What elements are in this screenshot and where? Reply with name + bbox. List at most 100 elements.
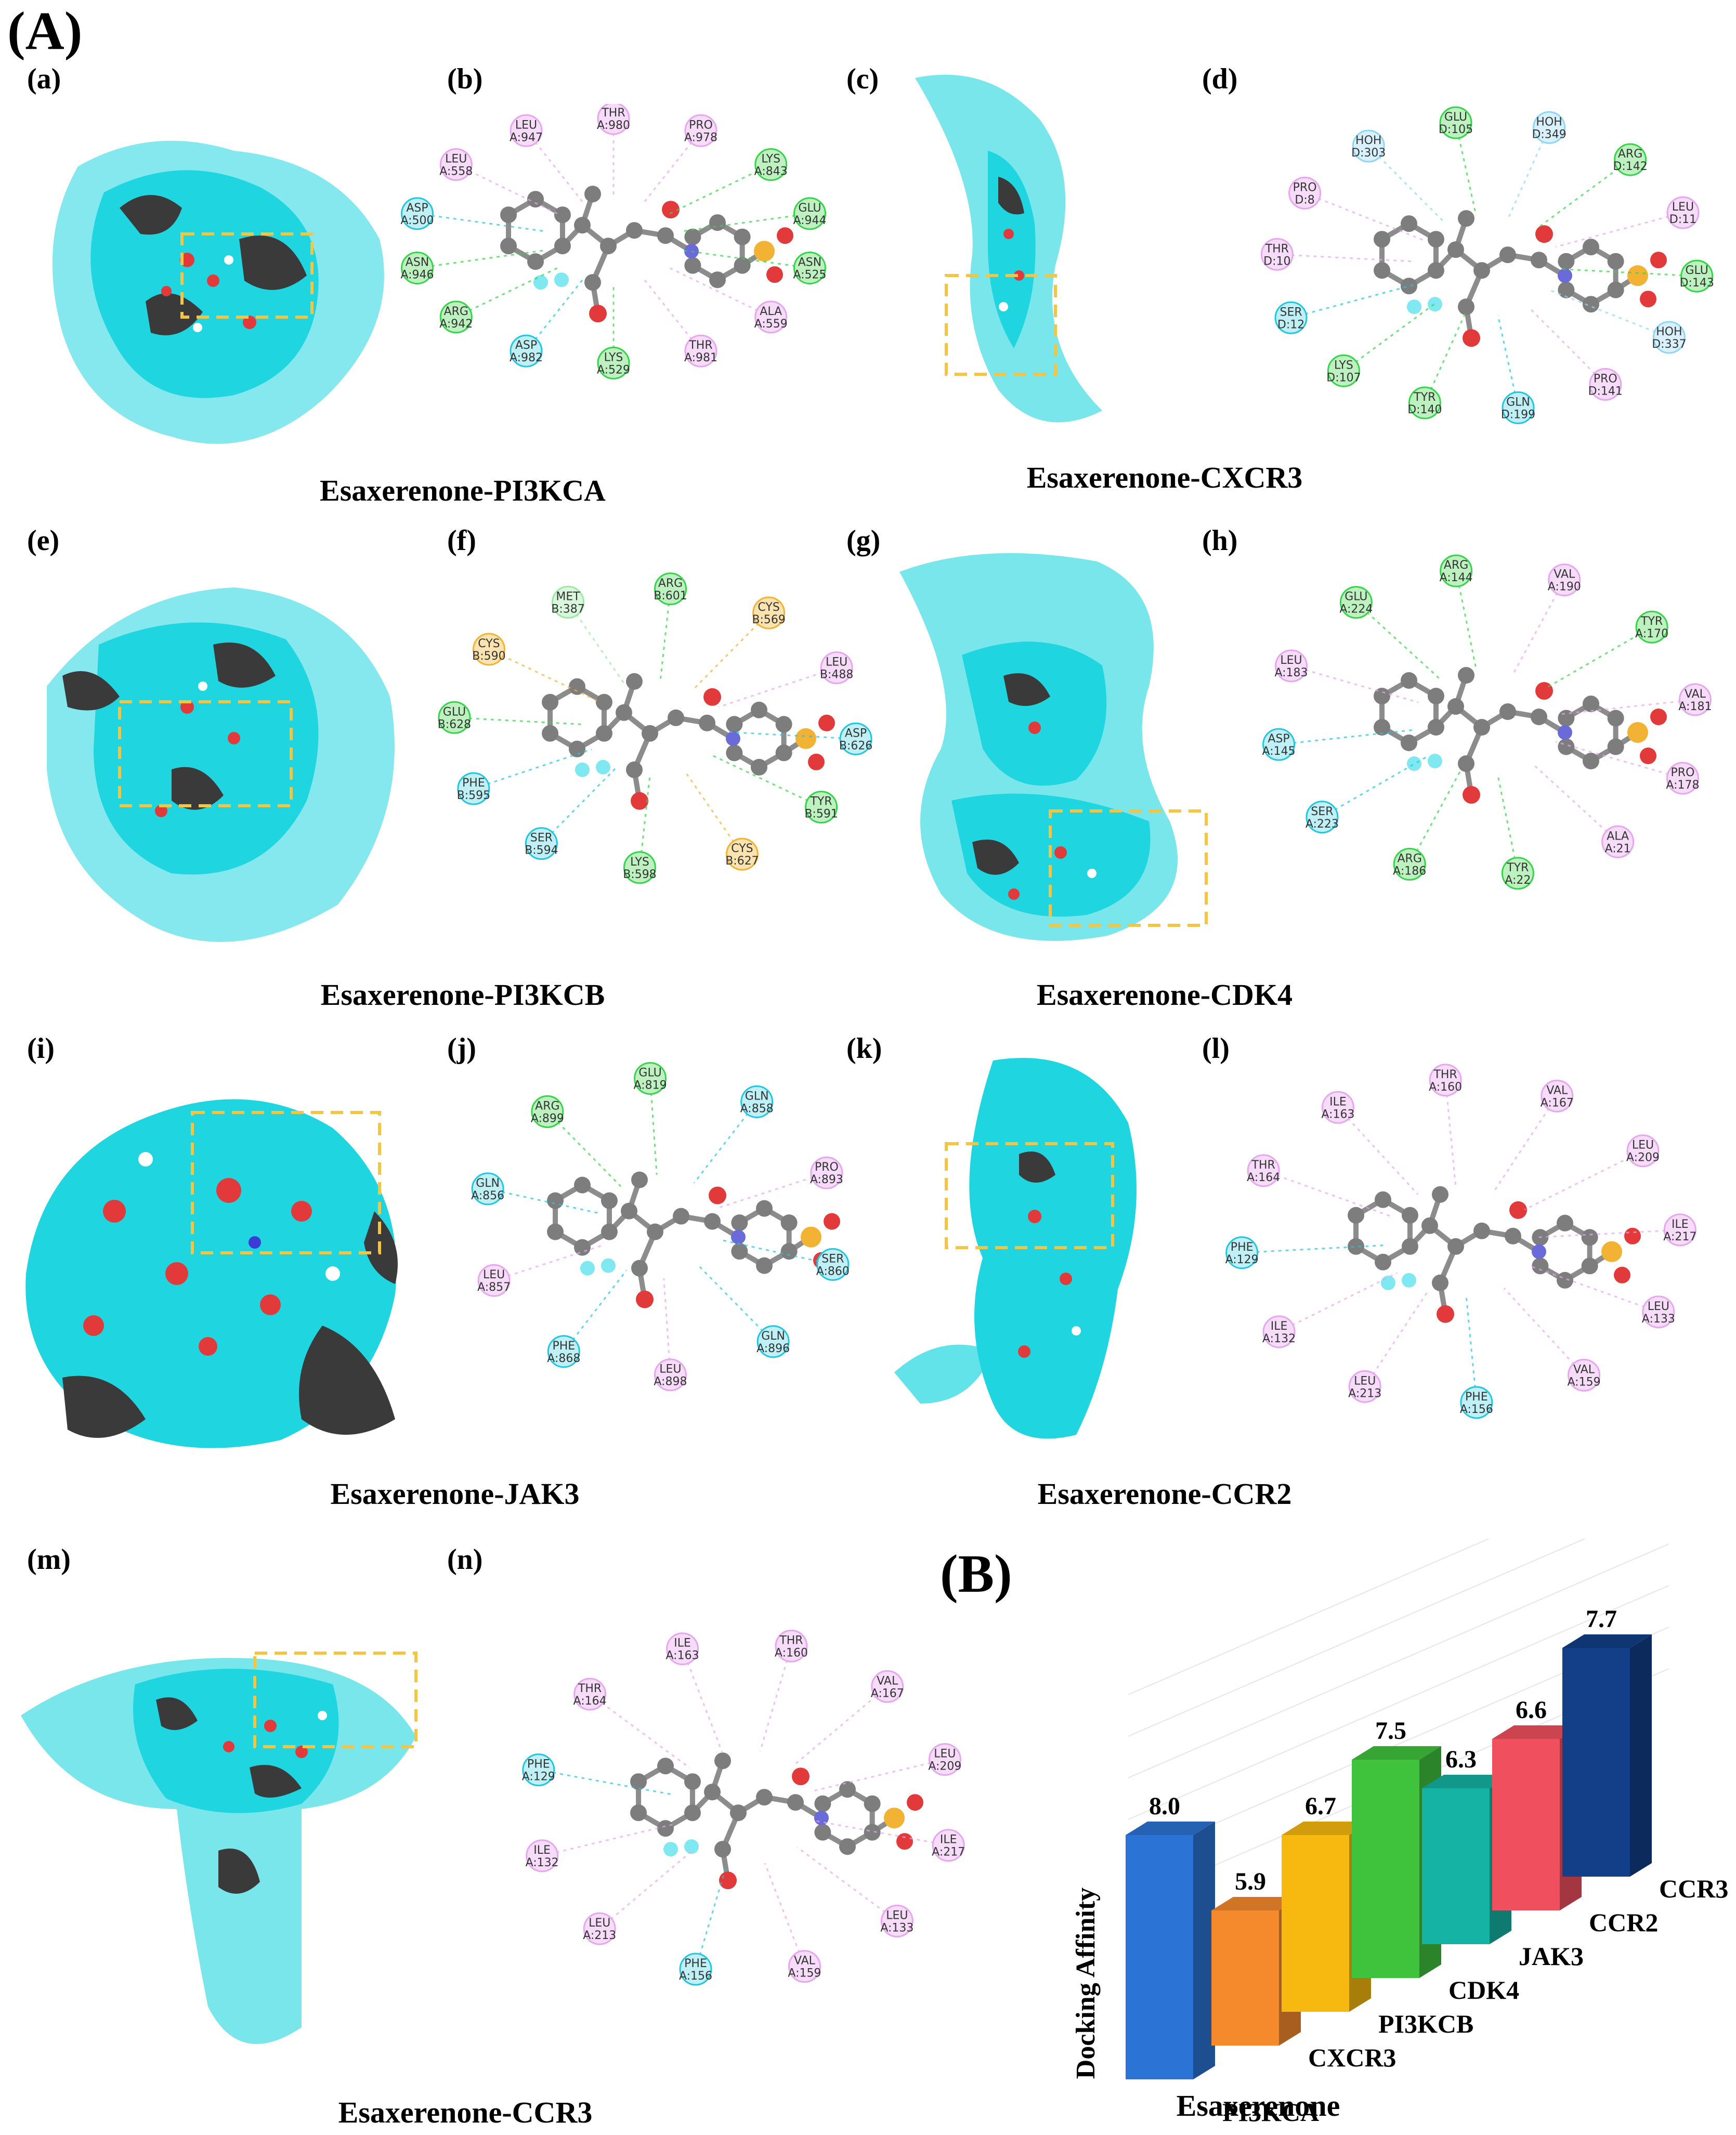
residue-label: A:843 — [754, 165, 788, 178]
residue-label: THR — [1265, 242, 1289, 255]
residue-disc — [1348, 1370, 1381, 1403]
carbon-atom — [1531, 709, 1547, 725]
residue-label: A:133 — [880, 1921, 913, 1934]
interaction-line — [725, 731, 856, 740]
aromatic-ring — [748, 1221, 781, 1254]
residue-label: B:569 — [752, 613, 786, 626]
residue-label: GLU — [638, 1066, 661, 1079]
oxygen-atom — [808, 753, 825, 770]
oxygen-atom — [777, 227, 793, 244]
nitrogen-atom — [1558, 725, 1572, 740]
residue-label: A:209 — [928, 1760, 961, 1773]
residue-label: TYR — [1640, 615, 1663, 628]
residue-label: ARG — [444, 305, 468, 318]
residue-label: ASN — [406, 256, 429, 269]
oxygen-atom — [703, 688, 721, 706]
carbon-atom — [730, 1804, 747, 1822]
oxygen-atom — [589, 305, 607, 323]
residue-label: A:163 — [1321, 1108, 1354, 1121]
residue-label: A:213 — [1348, 1387, 1381, 1400]
residue-label: VAL — [877, 1674, 898, 1687]
oxygen-atom — [709, 1186, 726, 1204]
residue-label: ASN — [798, 256, 821, 269]
residue-label: PHE — [462, 777, 485, 790]
residue-label: A:559 — [754, 318, 788, 331]
residue-label: LYS — [630, 856, 649, 869]
residue-disc — [932, 1829, 965, 1862]
residue-label: B:591 — [804, 808, 838, 821]
oxygen-atom — [719, 1871, 737, 1890]
residue-label: A:896 — [756, 1342, 790, 1355]
residue-disc — [583, 1912, 616, 1945]
interaction-line — [1355, 601, 1442, 681]
residue-disc — [1288, 176, 1322, 209]
interaction-line — [668, 267, 772, 318]
oxygen-atom — [1640, 748, 1656, 764]
oxygen-atom — [907, 1794, 923, 1811]
interaction-svg-h: TYRA:170VALA:181PROA:178ALAA:21TYRA:22AR… — [1262, 554, 1712, 890]
residue-label: PHE — [1231, 1241, 1254, 1254]
residue-disc — [1626, 1134, 1660, 1168]
interaction-line — [473, 749, 592, 790]
residue-label: THR — [601, 107, 625, 120]
residue-disc — [1321, 1091, 1354, 1124]
carbon-atom — [1348, 1238, 1365, 1255]
fluorine-atom — [663, 1842, 678, 1857]
carbon-atom — [631, 1171, 648, 1188]
residue-disc — [1666, 762, 1699, 795]
interaction-line — [1242, 1244, 1385, 1254]
residue-label: HOH — [1656, 325, 1682, 338]
residue-label: A:525 — [793, 269, 826, 282]
aromatic-ring — [1365, 1213, 1401, 1249]
residue-label: PRO — [1594, 372, 1617, 385]
residue-disc — [1589, 368, 1622, 401]
carbon-atom — [814, 1795, 831, 1812]
residue-label: A:159 — [788, 1967, 821, 1980]
residue-disc — [1327, 354, 1360, 387]
residue-label: ALA — [1607, 830, 1629, 843]
value-label: 8.0 — [1149, 1792, 1180, 1820]
residue-disc — [679, 1953, 712, 1986]
residue-label: VAL — [1685, 688, 1706, 701]
fluorine-atom — [1428, 297, 1442, 312]
carbon-atom — [1421, 1217, 1438, 1234]
residue-disc — [1501, 857, 1534, 890]
residue-label: CYS — [478, 637, 500, 650]
residue-label: A:856 — [471, 1189, 504, 1202]
residue-label: THR — [1251, 1159, 1275, 1172]
oxygen-atom — [631, 792, 648, 810]
category-label: PI3KCA — [1222, 2098, 1319, 2127]
residue-label: D:107 — [1326, 371, 1361, 384]
residue-disc — [1666, 196, 1700, 229]
residue-disc — [547, 1335, 580, 1368]
residue-disc — [1262, 728, 1296, 761]
interaction-line — [1364, 1291, 1428, 1387]
bar-front — [1211, 1910, 1279, 2046]
interaction-svg-n: ILEA:217LEUA:133VALA:159PHEA:156LEUA:213… — [522, 1629, 965, 1986]
residue-label: A:190 — [1548, 581, 1581, 594]
residue-label: A:217 — [1663, 1230, 1696, 1243]
residue-label: ASP — [845, 727, 867, 740]
fluorine-atom — [575, 762, 590, 777]
oxygen-atom — [662, 201, 680, 219]
protein-structure-ccr3 — [10, 1580, 426, 2079]
carbon-atom — [684, 1773, 701, 1790]
interaction-line — [713, 755, 822, 808]
residue-disc — [654, 1358, 687, 1392]
residue-label: SER — [821, 1252, 844, 1265]
interaction-line — [759, 1645, 792, 1751]
ligand-esaxerenone — [500, 186, 793, 323]
residue-label: ILE — [674, 1637, 691, 1650]
ligand-esaxerenone — [1374, 667, 1667, 804]
residue-label: PHE — [552, 1340, 575, 1353]
residue-label: LEU — [934, 1748, 956, 1761]
residue-disc — [439, 300, 473, 334]
residue-label: LEU — [826, 656, 847, 669]
